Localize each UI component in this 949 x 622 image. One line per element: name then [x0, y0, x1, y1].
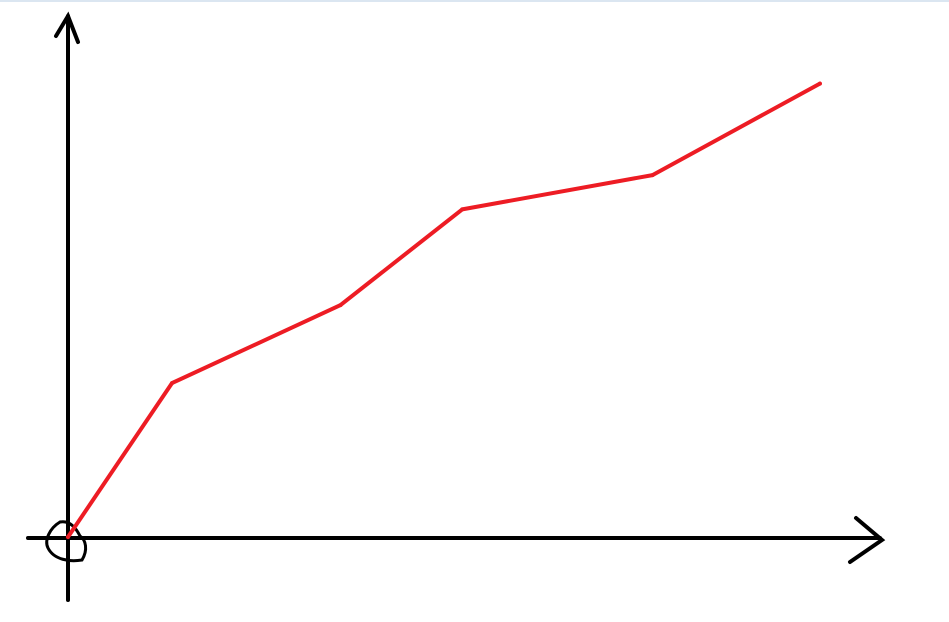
data-point-4: [650, 173, 655, 178]
x-axis-arrow: [848, 516, 886, 564]
y-axis-arrow: [54, 11, 80, 44]
data-point-2: [338, 303, 343, 308]
origin-circle: [45, 520, 88, 563]
series-line-0: [66, 81, 822, 539]
data-point-1: [170, 381, 174, 386]
data-point-3: [460, 207, 465, 212]
axes: [26, 11, 886, 602]
window-top-border: [0, 0, 949, 2]
data-point-5: [817, 81, 822, 86]
data-point-0: [66, 535, 70, 539]
